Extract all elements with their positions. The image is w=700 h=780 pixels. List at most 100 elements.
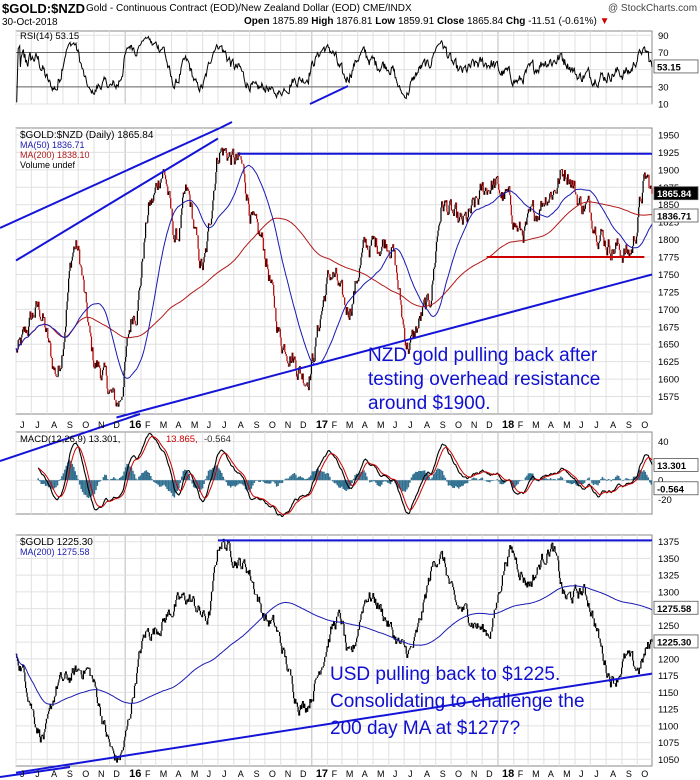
usd-trendline-1 xyxy=(15,672,653,774)
chart-description: Gold - Continuous Contract (EOD)/New Zea… xyxy=(86,3,412,14)
nzd-ma50-line xyxy=(15,164,653,379)
usd-price-bars xyxy=(16,538,653,763)
nzd-trendline-0 xyxy=(15,137,219,262)
usd-panel-xtick-33: M xyxy=(532,769,540,779)
nzd-panel-ytick-11: 1675 xyxy=(658,322,679,333)
rsi-last-value: 53.15 xyxy=(657,62,681,73)
usd-panel-ytick-0: 1375 xyxy=(658,537,679,548)
nzd-caption-line-1: testing overhead resistance xyxy=(368,369,600,390)
nzd-panel-ytick-8: 1750 xyxy=(658,270,679,281)
usd-caption-line-0: USD pulling back to $1225. xyxy=(330,664,560,685)
usd-panel-xtick-16: O xyxy=(269,769,276,779)
chart-date: 30-Oct-2018 xyxy=(2,17,58,28)
nzd-panel-ytick-14: 1600 xyxy=(658,375,679,386)
nzd-panel-ytick-5: 1825 xyxy=(658,218,679,229)
usd-panel-xtick-17: N xyxy=(285,769,292,779)
usd-panel-xtick-38: A xyxy=(610,769,616,779)
nzd-panel-xtick-12: J xyxy=(207,420,212,430)
usd-panel-xtick-22: A xyxy=(362,769,368,779)
usd-panel-xtick-40: O xyxy=(641,769,648,779)
nzd-panel-xtick-7: 16 xyxy=(129,419,141,431)
usd-panel-ytick-3: 1300 xyxy=(658,587,679,598)
usd-panel-ytick-10: 1125 xyxy=(658,705,678,716)
macd-panel-ytick-0: 40 xyxy=(658,437,669,448)
stockcharts-credit: @ StockCharts.com xyxy=(608,3,698,14)
nzd-panel-xtick-36: J xyxy=(579,420,584,430)
macd-last-hist: -0.564 xyxy=(657,484,685,495)
close-label: Close xyxy=(436,16,465,27)
usd-panel-xtick-26: A xyxy=(424,769,430,779)
usd-panel-xtick-35: M xyxy=(563,769,571,779)
usd-panel-xtick-10: A xyxy=(176,769,182,779)
nzd-panel-xtick-14: A xyxy=(238,420,244,430)
high-label: High xyxy=(311,16,334,27)
nzd-panel-xtick-25: J xyxy=(408,420,413,430)
usd-panel-xtick-18: D xyxy=(300,769,307,779)
nzd-panel-xtick-17: N xyxy=(285,420,292,430)
usd-panel-xtick-19: 17 xyxy=(316,768,328,780)
usd-panel-xtick-1: J xyxy=(35,769,40,779)
low-value: 1859.91 xyxy=(398,16,435,27)
nzd-trendline-tip xyxy=(219,121,233,129)
high-value: 1876.81 xyxy=(336,16,373,27)
usd-last-price-box xyxy=(653,634,699,649)
nzd-trendline-1 xyxy=(116,273,653,419)
usd-panel-xtick-23: M xyxy=(377,769,385,779)
open-label: Open xyxy=(244,16,270,27)
macd-panel-ytick-2: 0 xyxy=(658,476,663,487)
nzd-last-ma50: 1836.71 xyxy=(657,212,692,223)
chg-value: -11.51 (-0.61%) xyxy=(528,16,597,27)
nzd-panel-ytick-9: 1725 xyxy=(658,287,679,298)
close-value: 1865.84 xyxy=(466,16,504,27)
nzd-panel-xtick-10: A xyxy=(176,420,182,430)
nzd-panel-xtick-23: M xyxy=(377,420,385,430)
nzd-panel-xtick-16: O xyxy=(269,420,276,430)
rsi-line xyxy=(16,35,653,103)
nzd-panel-xtick-40: O xyxy=(641,420,648,430)
nzd-trendline-extension xyxy=(0,127,221,229)
macd-line xyxy=(37,432,653,517)
rsi-last-value-box xyxy=(653,59,699,74)
usd-panel-xtick-12: J xyxy=(207,769,212,779)
usd-panel-ytick-11: 1100 xyxy=(658,721,678,732)
usd-panel-ytick-1: 1350 xyxy=(658,554,679,565)
macd-legend-1: 13.865, xyxy=(166,434,198,445)
usd-last-ma200-box xyxy=(653,600,699,615)
macd-last-value: 13.301 xyxy=(657,461,687,472)
nzd-panel-xtick-26: A xyxy=(424,420,430,430)
usd-panel-ytick-9: 1150 xyxy=(658,688,678,699)
nzd-panel-xtick-21: M xyxy=(346,420,354,430)
down-arrow-icon: ▼ xyxy=(599,16,610,27)
nzd-panel-ytick-12: 1650 xyxy=(658,340,679,351)
usd-panel-xtick-31: 18 xyxy=(502,768,514,780)
usd-trendline-extension xyxy=(0,766,71,778)
nzd-lower-trendline-extension xyxy=(0,413,141,462)
nzd-panel-ytick-13: 1625 xyxy=(658,357,679,368)
usd-panel-xtick-13: J xyxy=(222,769,227,779)
usd-panel-xtick-14: A xyxy=(238,769,244,779)
nzd-legend-1: MA(50) 1836.71 xyxy=(20,140,85,150)
nzd-last-price: 1865.84 xyxy=(657,189,692,200)
nzd-panel-xtick-38: A xyxy=(610,420,616,430)
nzd-panel-xtick-24: J xyxy=(393,420,398,430)
nzd-caption-line-2: around $1900. xyxy=(368,393,491,414)
usd-panel-ytick-7: 1200 xyxy=(658,654,679,665)
open-value: 1875.89 xyxy=(272,16,309,27)
nzd-panel-ytick-0: 1950 xyxy=(658,130,679,141)
macd-panel-ytick-3: -20 xyxy=(658,495,672,506)
rsi-panel-ytick-1: 70 xyxy=(658,48,669,59)
nzd-ma200-line xyxy=(15,201,652,352)
nzd-panel-xtick-8: F xyxy=(145,420,151,430)
usd-panel-xtick-20: F xyxy=(332,769,338,779)
usd-panel-ytick-5: 1250 xyxy=(658,621,679,632)
nzd-panel-xtick-3: S xyxy=(67,420,73,430)
nzd-panel-xtick-6: D xyxy=(113,420,120,430)
usd-panel-xtick-29: N xyxy=(471,769,478,779)
chg-label: Chg xyxy=(505,16,526,27)
usd-panel-xtick-34: A xyxy=(548,769,554,779)
usd-panel-xtick-6: D xyxy=(113,769,120,779)
nzd-caption-line-0: NZD gold pulling back after xyxy=(368,345,598,366)
macd-last-hist-box xyxy=(653,481,699,496)
nzd-panel-ytick-7: 1775 xyxy=(658,253,679,264)
